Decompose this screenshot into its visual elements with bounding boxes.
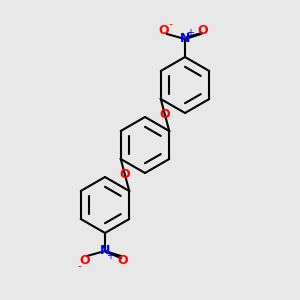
Text: O: O bbox=[120, 169, 130, 182]
Text: N: N bbox=[180, 32, 190, 46]
Text: +: + bbox=[106, 251, 114, 261]
Text: O: O bbox=[160, 109, 170, 122]
Text: -: - bbox=[77, 261, 81, 271]
Text: O: O bbox=[118, 254, 128, 266]
Text: N: N bbox=[100, 244, 110, 257]
Text: O: O bbox=[80, 254, 90, 266]
Text: +: + bbox=[186, 28, 194, 38]
Text: O: O bbox=[198, 23, 208, 37]
Text: O: O bbox=[159, 25, 169, 38]
Text: -: - bbox=[168, 19, 172, 29]
